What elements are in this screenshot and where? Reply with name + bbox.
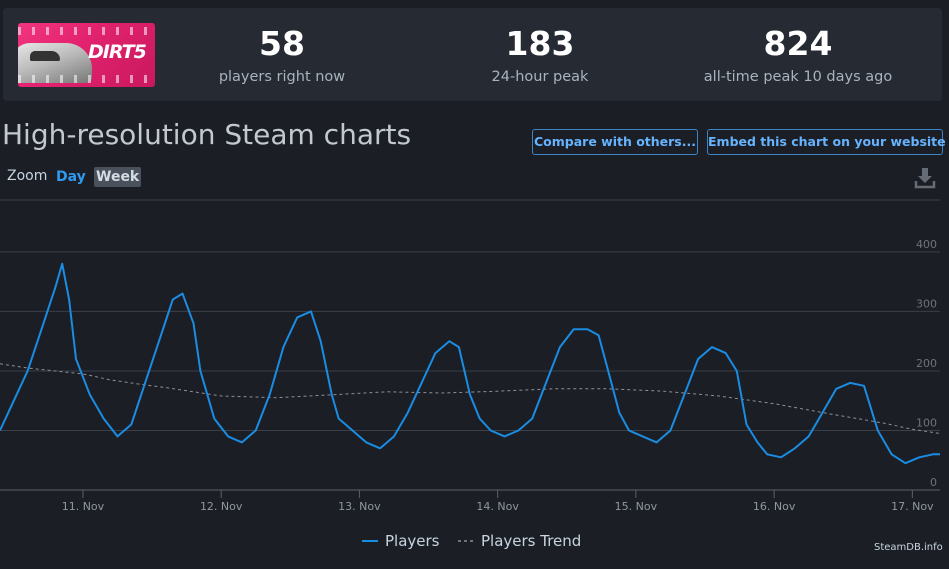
stat-value: 824 — [763, 24, 833, 63]
stat-players-now: 58 players right now — [182, 20, 382, 86]
y-tick-label: 400 — [916, 238, 937, 251]
legend-players-swatch — [362, 540, 378, 542]
zoom-week-button[interactable]: Week — [94, 167, 142, 187]
y-tick-label: 200 — [916, 357, 937, 370]
legend-players-label: Players — [385, 532, 440, 550]
players-chart: 11. Nov 12. Nov 13. Nov 14. Nov 15. Nov 16. N… — [0, 199, 941, 513]
game-logo: DIRT5 — [88, 41, 147, 63]
game-thumbnail[interactable]: DIRT5 — [18, 23, 155, 87]
page-title: High-resolution Steam charts — [2, 118, 412, 151]
embed-chart-button[interactable]: Embed this chart on your website — [707, 129, 946, 155]
credit-text[interactable]: SteamDB.info — [874, 542, 943, 553]
stat-label: all-time peak 10 days ago — [703, 69, 893, 85]
stat-label: players right now — [218, 69, 346, 85]
x-tick-label: 11. Nov — [62, 500, 105, 513]
zoom-label: Zoom — [7, 168, 48, 184]
y-tick-label: 100 — [916, 416, 937, 429]
download-icon[interactable] — [914, 166, 936, 190]
y-tick-label: 0 — [930, 476, 937, 489]
x-tick-label: 17. Nov — [891, 500, 934, 513]
x-tick-label: 12. Nov — [200, 500, 243, 513]
stat-24h-peak: 183 24-hour peak — [440, 20, 640, 86]
legend-trend-swatch — [458, 540, 474, 542]
stat-all-time-peak: 824 all-time peak 10 days ago — [678, 20, 918, 86]
players-line — [0, 262, 940, 465]
stat-label: 24-hour peak — [491, 69, 589, 85]
players-trend-line — [0, 363, 941, 434]
x-tick-label: 14. Nov — [476, 500, 519, 513]
legend-trend-label: Players Trend — [481, 532, 582, 550]
x-tick-label: 16. Nov — [753, 500, 796, 513]
legend-players-trend[interactable]: Players Trend — [458, 531, 581, 551]
compare-button[interactable]: Compare with others... — [532, 129, 698, 155]
legend-players[interactable]: Players — [362, 531, 440, 551]
y-tick-label: 300 — [916, 297, 937, 310]
stat-value: 58 — [259, 24, 305, 63]
x-tick-label: 15. Nov — [615, 500, 658, 513]
zoom-day-button[interactable]: Day — [56, 169, 86, 185]
stat-value: 183 — [505, 24, 575, 63]
stats-panel: DIRT5 58 players right now 183 24-hour p… — [3, 8, 942, 101]
x-tick-label: 13. Nov — [338, 500, 381, 513]
